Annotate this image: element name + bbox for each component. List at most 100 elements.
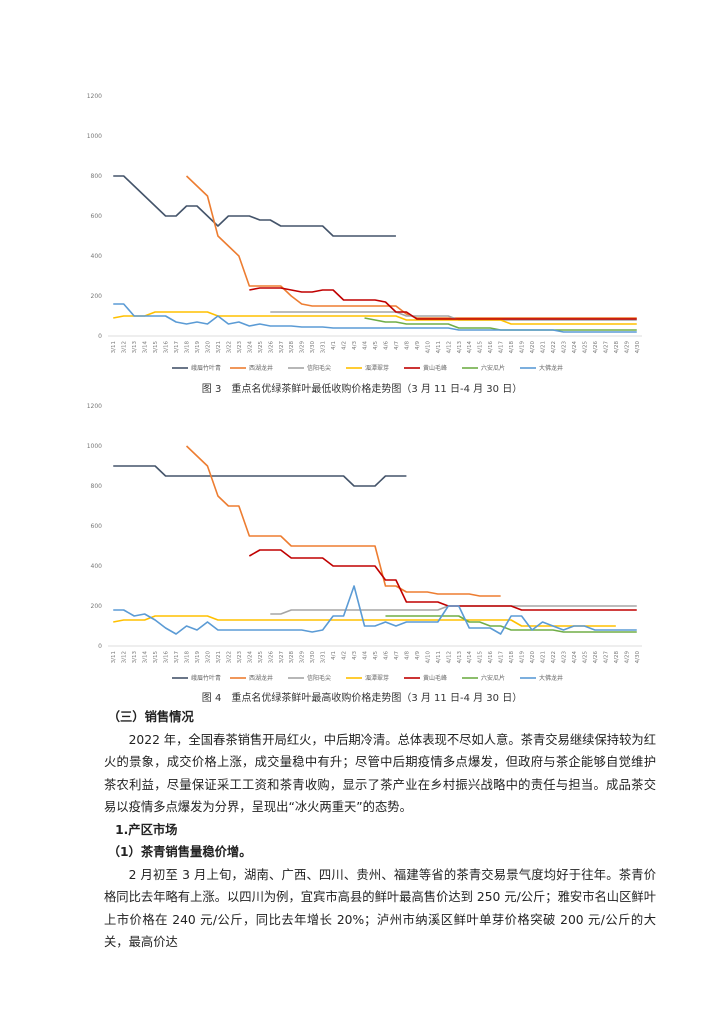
line-series xyxy=(113,615,616,627)
x-tick-label: 4/7 xyxy=(394,651,400,660)
x-tick-label: 3/16 xyxy=(164,651,170,664)
x-tick-label: 4/22 xyxy=(551,341,557,353)
x-tick-label: 3/23 xyxy=(237,651,243,664)
x-tick-label: 4/28 xyxy=(614,341,620,354)
x-tick-label: 4/15 xyxy=(478,341,484,354)
y-tick-label: 200 xyxy=(91,293,103,300)
legend-label: 湄潭翠芽 xyxy=(365,364,389,372)
x-tick-label: 3/13 xyxy=(132,341,138,354)
x-tick-label: 4/11 xyxy=(436,341,442,353)
y-tick-label: 600 xyxy=(91,523,103,530)
line-series xyxy=(113,175,396,237)
x-tick-label: 3/27 xyxy=(279,651,285,664)
x-tick-label: 4/21 xyxy=(541,651,547,663)
x-tick-label: 4/3 xyxy=(352,341,358,350)
chart-caption: 图 3 重点名优绿茶鲜叶最低收购价格走势图（3 月 11 日-4 月 30 日） xyxy=(201,384,523,395)
line-series xyxy=(113,311,637,325)
x-tick-label: 3/18 xyxy=(185,651,191,664)
legend-label: 黄山毛峰 xyxy=(423,674,447,682)
x-tick-label: 4/25 xyxy=(582,651,588,664)
x-tick-label: 3/24 xyxy=(247,341,253,354)
legend-label: 湄潭翠芽 xyxy=(365,674,389,682)
x-tick-label: 4/29 xyxy=(624,341,630,354)
x-tick-label: 4/22 xyxy=(551,651,557,663)
x-tick-label: 4/21 xyxy=(541,341,547,353)
x-tick-label: 3/11 xyxy=(111,341,117,353)
x-tick-label: 3/12 xyxy=(122,341,128,353)
x-tick-label: 3/20 xyxy=(205,651,211,664)
line-series xyxy=(385,615,637,633)
x-tick-label: 4/4 xyxy=(363,651,369,660)
x-tick-label: 4/9 xyxy=(415,651,421,660)
x-tick-label: 4/5 xyxy=(373,341,379,350)
legend-label: 六安瓜片 xyxy=(481,674,505,682)
x-tick-label: 4/14 xyxy=(467,651,473,664)
y-tick-label: 800 xyxy=(91,483,103,490)
x-tick-label: 4/7 xyxy=(394,341,400,350)
document-body: （三）销售情况 2022 年，全国春茶销售开局红火，中后期冷清。总体表现不尽如人… xyxy=(104,706,656,954)
legend-label: 大佛龙井 xyxy=(539,364,563,372)
x-tick-label: 4/3 xyxy=(352,651,358,660)
x-tick-label: 4/26 xyxy=(593,341,599,354)
x-tick-label: 3/20 xyxy=(205,341,211,354)
x-tick-label: 4/14 xyxy=(467,341,473,354)
x-tick-label: 3/31 xyxy=(321,651,327,663)
subsection-title: 1.产区市场 xyxy=(115,822,178,837)
x-tick-label: 4/4 xyxy=(363,341,369,350)
x-tick-label: 4/2 xyxy=(342,341,348,350)
x-tick-label: 3/24 xyxy=(247,651,253,664)
x-tick-label: 4/12 xyxy=(446,651,452,663)
x-tick-label: 3/25 xyxy=(258,341,264,354)
line-series xyxy=(113,585,637,635)
x-tick-label: 4/24 xyxy=(572,341,578,354)
x-tick-label: 4/18 xyxy=(509,341,515,354)
x-tick-label: 4/20 xyxy=(530,651,536,664)
x-tick-label: 4/11 xyxy=(436,651,442,663)
x-tick-label: 4/6 xyxy=(383,651,389,660)
x-tick-label: 3/30 xyxy=(310,341,316,354)
chart: 0 200 400 600 800 1000 1200 3/11 3/12 3/13 3/14 3/1… xyxy=(87,93,642,372)
x-tick-label: 4/23 xyxy=(561,341,567,354)
x-tick-label: 4/9 xyxy=(415,341,421,350)
x-tick-label: 4/24 xyxy=(572,651,578,664)
x-tick-label: 4/8 xyxy=(404,651,410,660)
x-tick-label: 3/26 xyxy=(268,651,274,664)
x-tick-label: 3/28 xyxy=(289,341,295,354)
x-tick-label: 4/30 xyxy=(635,341,641,354)
x-tick-label: 4/18 xyxy=(509,651,515,664)
x-tick-label: 3/15 xyxy=(153,341,159,354)
line-series xyxy=(185,445,501,597)
y-tick-label: 0 xyxy=(98,333,102,340)
legend-label: 黄山毛峰 xyxy=(423,364,447,372)
x-tick-label: 4/6 xyxy=(383,341,389,350)
line-series xyxy=(270,311,637,321)
legend-label: 六安瓜片 xyxy=(481,364,505,372)
x-tick-label: 3/22 xyxy=(226,341,232,353)
x-tick-label: 3/12 xyxy=(122,651,128,663)
x-tick-label: 4/16 xyxy=(488,341,494,354)
y-tick-label: 0 xyxy=(98,643,102,650)
x-tick-label: 3/27 xyxy=(279,341,285,354)
x-tick-label: 3/29 xyxy=(300,651,306,664)
x-tick-label: 3/21 xyxy=(216,651,222,663)
x-tick-label: 3/14 xyxy=(143,341,149,354)
x-tick-label: 4/28 xyxy=(614,651,620,664)
x-tick-label: 4/17 xyxy=(499,341,505,354)
x-tick-label: 3/25 xyxy=(258,651,264,664)
section-title: （三）销售情况 xyxy=(107,710,194,724)
chart: 0 200 400 600 800 1000 1200 3/11 3/12 3/13 3/14 3/1… xyxy=(87,403,642,682)
line-series xyxy=(249,287,637,320)
x-tick-label: 4/25 xyxy=(582,341,588,354)
legend-label: 信阳毛尖 xyxy=(307,364,331,372)
x-tick-label: 3/30 xyxy=(310,651,316,664)
y-tick-label: 1200 xyxy=(87,93,102,100)
x-tick-label: 3/26 xyxy=(268,341,274,354)
legend-label: 西湖龙井 xyxy=(249,364,273,372)
y-tick-label: 400 xyxy=(91,253,103,260)
x-tick-label: 3/18 xyxy=(185,341,191,354)
y-tick-label: 1000 xyxy=(87,443,102,450)
paragraph: 2 月初至 3 月上旬，湖南、广西、四川、贵州、福建等省的茶青交易景气度均好于往… xyxy=(104,867,656,950)
x-tick-label: 3/19 xyxy=(195,341,201,354)
x-tick-label: 3/16 xyxy=(164,341,170,354)
item-title: （1）茶青销售量稳价增。 xyxy=(107,845,252,859)
